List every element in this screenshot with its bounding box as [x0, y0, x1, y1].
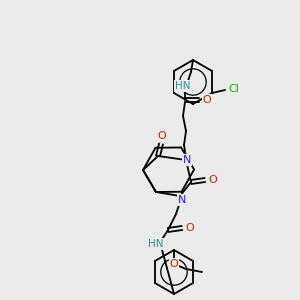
Text: O: O: [186, 223, 194, 233]
Text: N: N: [178, 195, 186, 205]
Text: Cl: Cl: [229, 84, 239, 94]
Text: O: O: [208, 175, 217, 185]
Text: O: O: [202, 95, 211, 105]
Text: O: O: [169, 259, 178, 269]
Text: O: O: [158, 131, 166, 141]
Text: HN: HN: [175, 81, 191, 91]
Text: N: N: [183, 155, 191, 165]
Text: HN: HN: [148, 239, 164, 249]
